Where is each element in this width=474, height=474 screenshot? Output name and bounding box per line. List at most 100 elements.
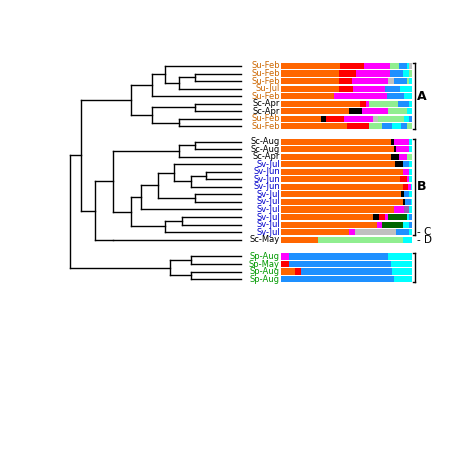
Bar [409, 63, 412, 69]
Text: Sv-Jul: Sv-Jul [256, 205, 280, 214]
Bar [407, 63, 409, 69]
Bar [395, 161, 403, 167]
Bar [409, 146, 412, 152]
Bar [407, 123, 412, 129]
Bar [404, 191, 409, 198]
Bar [409, 100, 412, 107]
Bar [407, 261, 412, 267]
Bar [403, 237, 412, 243]
Bar [353, 85, 384, 91]
Bar [355, 229, 396, 235]
Bar [409, 206, 412, 212]
Bar [403, 184, 408, 190]
Text: Su-Feb: Su-Feb [251, 77, 280, 86]
Bar [294, 268, 301, 274]
Bar [390, 63, 399, 69]
Text: A: A [417, 90, 426, 103]
Bar [282, 221, 377, 228]
Bar [393, 146, 396, 152]
Text: Sc-Apr: Sc-Apr [253, 152, 280, 161]
Bar [403, 199, 405, 205]
Text: Sc-Aug: Sc-Aug [251, 145, 280, 154]
Text: B: B [417, 180, 426, 193]
Text: Sc-Apr: Sc-Apr [253, 107, 280, 116]
Bar [391, 154, 399, 160]
Bar [403, 221, 409, 228]
Bar [409, 214, 412, 220]
Bar [409, 161, 412, 167]
Bar [346, 123, 369, 129]
Bar [356, 71, 390, 77]
Bar [289, 254, 388, 260]
Bar [282, 268, 294, 274]
Bar [334, 93, 387, 99]
Bar [403, 169, 409, 175]
Bar [369, 123, 382, 129]
Bar [364, 63, 390, 69]
Text: Sc-Apr: Sc-Apr [253, 99, 280, 108]
Bar [407, 78, 409, 84]
Bar [393, 78, 407, 84]
Text: - C: - C [417, 227, 431, 237]
Bar [282, 184, 403, 190]
Bar [388, 108, 407, 114]
Bar [326, 116, 344, 122]
Bar [282, 169, 403, 175]
Text: Sv-Jul: Sv-Jul [256, 198, 280, 207]
Bar [387, 93, 404, 99]
Bar [282, 93, 334, 99]
Bar [282, 199, 403, 205]
Bar [393, 276, 407, 282]
Bar [388, 78, 393, 84]
Text: Su-Feb: Su-Feb [251, 91, 280, 100]
Bar [282, 191, 401, 198]
Bar [340, 63, 364, 69]
Text: Su-Feb: Su-Feb [251, 114, 280, 123]
Bar [407, 276, 412, 282]
Bar [392, 268, 408, 274]
Bar [409, 71, 412, 77]
Bar [360, 100, 366, 107]
Bar [382, 221, 403, 228]
Bar [409, 138, 412, 145]
Bar [408, 268, 412, 274]
Text: Sp-Aug: Sp-Aug [250, 252, 280, 261]
Bar [409, 116, 412, 122]
Bar [362, 108, 388, 114]
Bar [409, 78, 412, 84]
Bar [344, 116, 373, 122]
Text: Sp-May: Sp-May [249, 259, 280, 268]
Bar [349, 229, 355, 235]
Bar [400, 176, 407, 182]
Bar [282, 78, 339, 84]
Bar [407, 214, 409, 220]
Bar [282, 146, 393, 152]
Text: Sv-Jul: Sv-Jul [256, 212, 280, 221]
Bar [399, 63, 407, 69]
Text: Sv-Jun: Sv-Jun [253, 182, 280, 191]
Bar [384, 214, 388, 220]
Text: Sc-Aug: Sc-Aug [251, 137, 280, 146]
Bar [301, 268, 392, 274]
Text: Su-Feb: Su-Feb [251, 69, 280, 78]
Bar [282, 116, 320, 122]
Bar [352, 78, 388, 84]
Bar [404, 93, 412, 99]
Bar [404, 116, 409, 122]
Bar [282, 254, 289, 260]
Bar [408, 184, 410, 190]
Bar [400, 85, 412, 91]
Bar [410, 199, 412, 205]
Bar [282, 276, 393, 282]
Bar [388, 254, 407, 260]
Bar [404, 206, 409, 212]
Bar [384, 85, 400, 91]
Bar [393, 206, 404, 212]
Bar [282, 138, 391, 145]
Bar [396, 229, 409, 235]
Text: Sv-Jul: Sv-Jul [256, 220, 280, 229]
Bar [282, 123, 346, 129]
Bar [409, 191, 412, 198]
Bar [369, 100, 398, 107]
Bar [339, 85, 353, 91]
